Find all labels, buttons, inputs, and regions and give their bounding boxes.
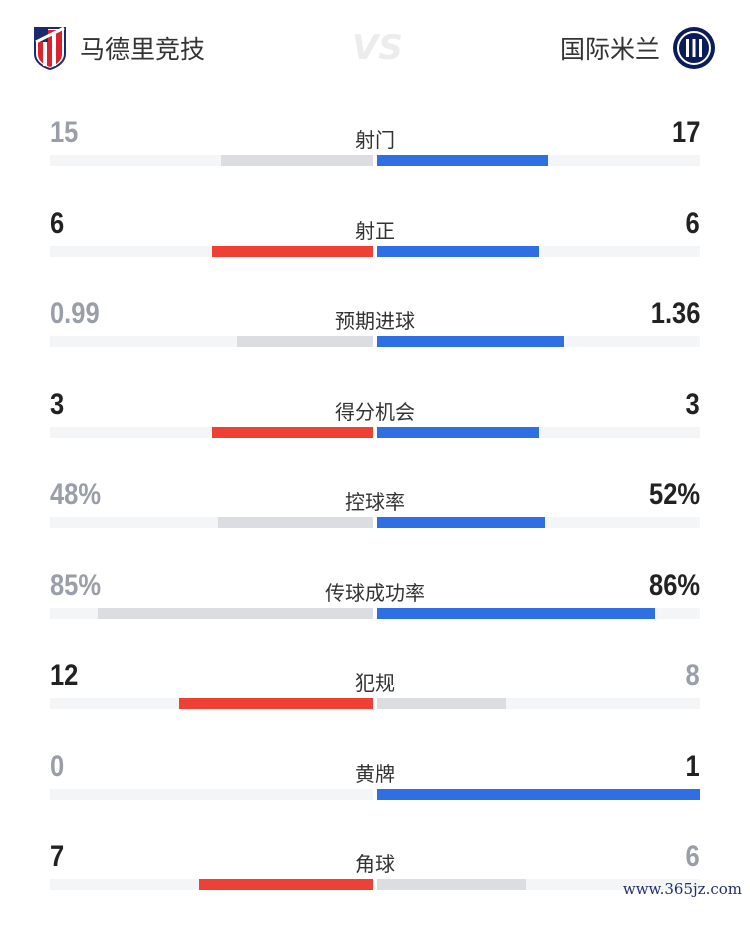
home-bar-fill: [221, 155, 373, 166]
home-team: 马德里竞技: [34, 26, 206, 70]
away-bar-fill: [377, 607, 655, 619]
away-bar-track: [377, 426, 700, 438]
away-bar-track: [377, 155, 700, 166]
away-bar-track: [377, 336, 700, 347]
away-value: 6: [685, 840, 700, 873]
home-bar-track: [50, 336, 373, 347]
stat-row: 48% 控球率 52%: [0, 478, 750, 570]
stat-label: 角球: [355, 852, 395, 876]
stat-row: 3 得分机会 3: [0, 387, 750, 480]
home-value: 6: [50, 206, 65, 240]
stat-label: 得分机会: [335, 399, 415, 424]
home-bar-fill: [211, 245, 373, 257]
home-bar-fill: [198, 879, 373, 890]
away-bar-fill: [377, 517, 545, 528]
away-bar-track: [377, 698, 700, 709]
away-value: 3: [685, 387, 700, 421]
home-value: 12: [50, 659, 79, 692]
stat-label: 控球率: [345, 490, 405, 514]
stat-label: 传球成功率: [325, 580, 425, 605]
stat-row: 15 射门 17: [0, 116, 750, 208]
home-bar-track: [50, 879, 373, 890]
away-value: 52%: [648, 478, 700, 511]
home-value: 48%: [50, 478, 102, 511]
stat-row: 0 黄牌 1: [0, 749, 750, 842]
stat-label: 预期进球: [335, 309, 415, 333]
away-bar-fill: [377, 155, 549, 166]
inter-crest-icon: [673, 27, 715, 69]
away-team: 国际米兰: [559, 27, 716, 69]
away-value: 17: [671, 116, 700, 149]
away-value: 1: [685, 749, 700, 783]
away-bar-fill: [377, 336, 565, 347]
stat-row: 12 犯规 8: [0, 659, 750, 751]
home-team-name: 马德里竞技: [80, 35, 206, 64]
away-value: 8: [685, 659, 700, 692]
away-bar-track: [377, 245, 700, 257]
home-value: 15: [50, 116, 79, 149]
home-bar-track: [50, 698, 373, 709]
watermark: www.365jz.com: [622, 880, 742, 898]
away-value: 1.36: [650, 297, 700, 330]
atletico-crest-icon: [34, 26, 66, 70]
away-bar-track: [377, 879, 700, 890]
away-value: 86%: [648, 568, 700, 602]
away-bar-track: [377, 517, 700, 528]
home-bar-track: [50, 245, 373, 257]
home-value: 0.99: [50, 297, 100, 330]
home-value: 7: [50, 840, 65, 873]
home-bar-fill: [98, 607, 373, 619]
vs-mark: VS: [352, 28, 403, 68]
stat-row: 0.99 预期进球 1.36: [0, 297, 750, 389]
home-value: 3: [50, 387, 65, 421]
stat-label: 射门: [355, 128, 395, 152]
away-value: 6: [685, 206, 700, 240]
away-bar-track: [377, 788, 700, 800]
stat-label: 犯规: [355, 671, 395, 695]
home-value: 85%: [50, 568, 102, 602]
match-header: 马德里竞技 VS 国际米兰: [0, 0, 750, 100]
stat-row: 6 射正 6: [0, 206, 750, 299]
home-bar-track: [50, 607, 373, 619]
home-bar-track: [50, 155, 373, 166]
away-team-name: 国际米兰: [559, 35, 660, 64]
home-value: 0: [50, 749, 65, 783]
stat-label: 射正: [355, 218, 395, 243]
home-bar-fill: [179, 698, 373, 709]
home-bar-track: [50, 517, 373, 528]
home-bar-track: [50, 426, 373, 438]
stat-row: 7 角球 6: [0, 840, 750, 932]
away-bar-track: [377, 607, 700, 619]
stat-label: 黄牌: [355, 761, 395, 786]
away-bar-fill: [377, 698, 507, 709]
home-bar-fill: [217, 517, 373, 528]
away-bar-fill: [377, 245, 539, 257]
home-bar-fill: [237, 336, 373, 347]
away-bar-fill: [377, 426, 539, 438]
home-bar-fill: [211, 426, 373, 438]
home-bar-track: [50, 788, 373, 800]
away-bar-fill: [377, 788, 700, 800]
stat-row: 85% 传球成功率 86%: [0, 568, 750, 661]
away-bar-fill: [377, 879, 526, 890]
